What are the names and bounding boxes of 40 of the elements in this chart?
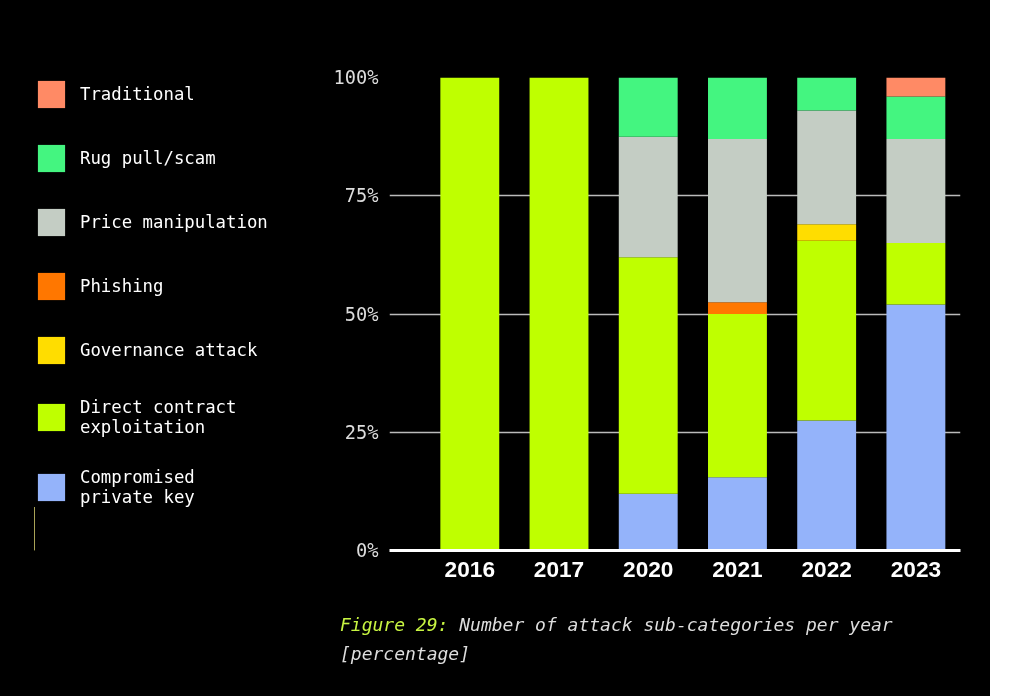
bar [797, 240, 857, 421]
x-tick-label: 2016 [444, 555, 495, 582]
legend-label: Direct contract exploitation [80, 397, 237, 437]
bar [529, 77, 589, 551]
y-tick-label: 100% [333, 67, 379, 88]
bar [886, 304, 946, 551]
bar [440, 77, 500, 551]
bar [618, 77, 678, 137]
bar [886, 77, 946, 97]
legend-label: Governance attack [80, 340, 258, 360]
legend-label: Compromised private key [80, 467, 195, 507]
x-tick-label: 2023 [890, 555, 942, 582]
bar [708, 77, 767, 139]
legend-label: Traditional [80, 84, 195, 104]
x-tick-label: 2020 [623, 555, 674, 582]
bar [886, 138, 946, 244]
y-tick-label: 25% [344, 421, 379, 443]
bar [708, 477, 767, 551]
bar [708, 314, 767, 478]
bar [886, 96, 946, 139]
bar [797, 77, 857, 111]
legend-label: Price manipulation [80, 212, 268, 232]
caption: Figure 29: Number of attack sub-categories per year [percentage] [340, 613, 894, 666]
bar [797, 420, 857, 551]
y-tick-label: 50% [344, 303, 379, 325]
bar [797, 110, 857, 225]
y-tick-label: 75% [344, 185, 379, 207]
bar [618, 493, 678, 551]
bar [618, 257, 678, 494]
bar [708, 302, 767, 314]
y-tick-label: 0% [356, 540, 379, 561]
x-tick-label: 2021 [712, 555, 763, 582]
bar [618, 136, 678, 258]
legend-label: Phishing [80, 276, 164, 296]
bar [886, 243, 946, 305]
bar [708, 138, 767, 303]
x-tick-label: 2017 [533, 555, 585, 582]
legend-label: Rug pull/scam [80, 148, 216, 168]
x-tick-label: 2022 [801, 555, 852, 582]
bar [797, 224, 857, 241]
